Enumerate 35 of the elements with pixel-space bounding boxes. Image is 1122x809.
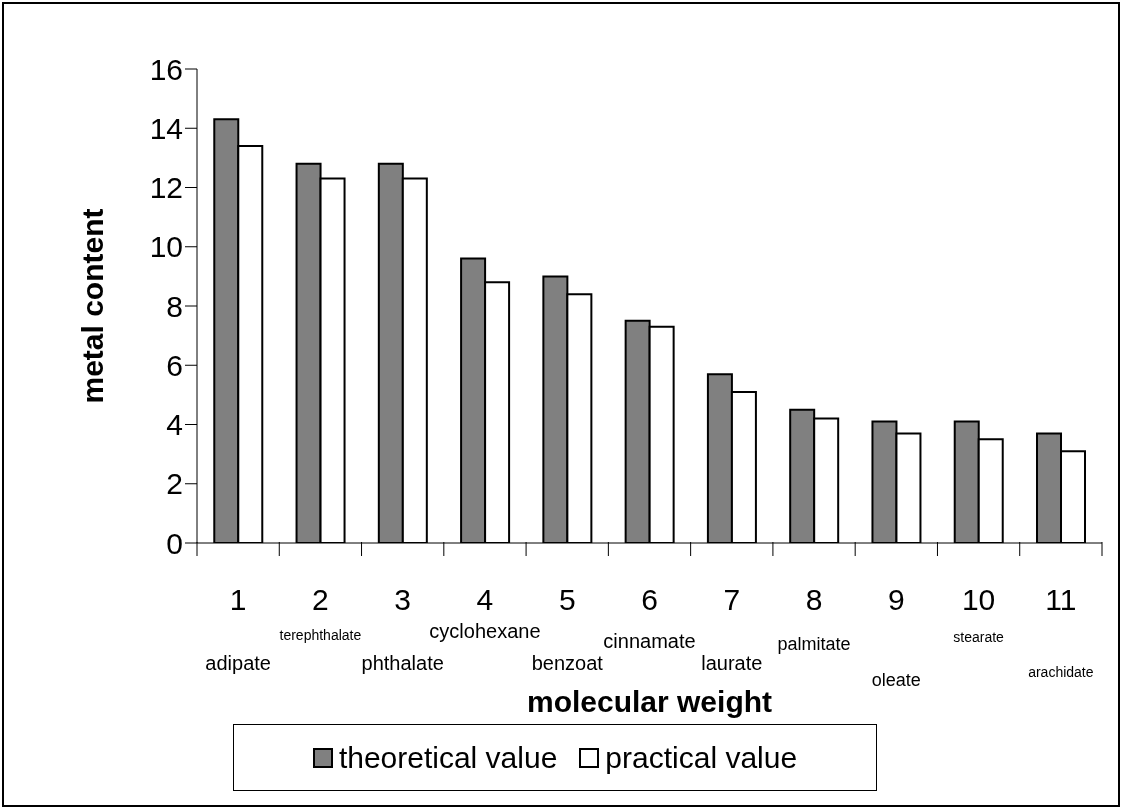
x-tick-label: 3 bbox=[394, 583, 412, 616]
y-tick-label: 14 bbox=[149, 111, 183, 145]
x-tick-label: 11 bbox=[1045, 583, 1077, 616]
text: cinnamate bbox=[603, 630, 696, 652]
text: adipate bbox=[205, 652, 271, 674]
legend-label: practical value bbox=[605, 740, 798, 775]
text: stearate bbox=[953, 629, 1005, 645]
y-tick-label: 10 bbox=[149, 230, 183, 264]
y-tick-label: 4 bbox=[166, 408, 183, 442]
y-tick-label: 16 bbox=[149, 52, 183, 86]
text: laurate bbox=[701, 652, 763, 674]
y-axis-title: metal content bbox=[75, 208, 109, 404]
text: arachidate bbox=[1028, 664, 1094, 680]
x-tick-label: 9 bbox=[887, 583, 905, 616]
text: benzoat bbox=[531, 652, 604, 674]
x-axis-title: molecular weight bbox=[526, 685, 773, 718]
x-tick-label: 10 bbox=[961, 583, 996, 616]
y-tick-label: 2 bbox=[166, 467, 183, 501]
x-tick-label: 2 bbox=[312, 583, 329, 616]
text: palmitate bbox=[777, 634, 851, 654]
x-tick-label: 4 bbox=[476, 583, 494, 616]
x-tick-label: 1 bbox=[229, 583, 247, 616]
text: cyclohexane bbox=[429, 620, 541, 642]
y-tick-label: 0 bbox=[166, 526, 183, 560]
x-tick-label: 6 bbox=[641, 583, 658, 616]
text: oleate bbox=[871, 670, 921, 690]
text: terephthalate bbox=[279, 627, 362, 643]
y-tick-label: 12 bbox=[149, 171, 183, 205]
x-tick-label: 8 bbox=[805, 583, 823, 616]
y-tick-label: 8 bbox=[166, 289, 183, 323]
legend-label: theoretical value bbox=[338, 740, 558, 775]
text: phthalate bbox=[361, 652, 444, 674]
x-tick-label: 5 bbox=[558, 583, 576, 616]
x-tick-label: 7 bbox=[723, 583, 741, 616]
y-tick-label: 6 bbox=[166, 348, 183, 382]
